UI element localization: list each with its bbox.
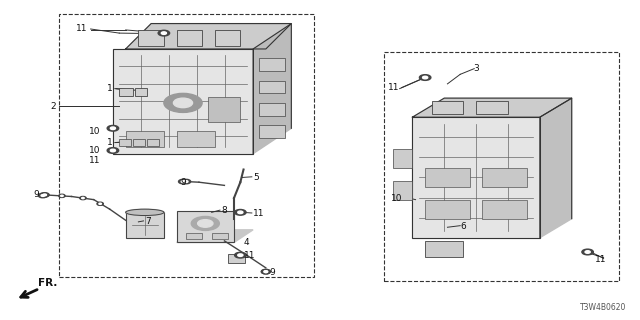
Text: 9: 9 [180, 178, 186, 187]
Bar [259, 81, 285, 93]
Circle shape [82, 197, 84, 199]
Circle shape [99, 203, 101, 204]
Bar [135, 88, 147, 96]
Bar [425, 241, 463, 257]
Circle shape [107, 125, 118, 131]
Circle shape [264, 271, 268, 273]
Bar [209, 97, 241, 122]
Bar [394, 149, 412, 168]
Circle shape [59, 194, 65, 197]
Bar [147, 140, 159, 146]
Bar [125, 212, 164, 238]
Circle shape [261, 269, 270, 274]
Text: 9: 9 [269, 268, 275, 277]
Text: 2: 2 [50, 101, 56, 111]
Circle shape [235, 252, 246, 258]
Text: 10: 10 [89, 127, 100, 136]
Text: 11: 11 [76, 24, 88, 33]
Text: 10: 10 [89, 146, 100, 155]
Bar [412, 117, 540, 238]
Text: FR.: FR. [38, 278, 58, 288]
Polygon shape [125, 24, 291, 49]
Text: 10: 10 [391, 194, 403, 203]
Bar [483, 200, 527, 219]
Bar [425, 200, 470, 219]
Bar [425, 168, 470, 187]
Bar [186, 233, 202, 239]
Bar [177, 132, 215, 147]
Circle shape [158, 30, 170, 36]
Text: 9: 9 [34, 190, 40, 199]
Circle shape [261, 269, 270, 274]
Bar [133, 140, 145, 146]
Bar [431, 101, 463, 114]
Bar [215, 30, 241, 46]
Text: 1: 1 [107, 84, 113, 93]
Ellipse shape [125, 209, 164, 215]
Bar [119, 140, 131, 146]
Bar [394, 180, 412, 200]
Bar [476, 101, 508, 114]
Circle shape [38, 193, 47, 198]
Circle shape [419, 75, 431, 80]
Bar [119, 88, 133, 96]
Circle shape [582, 249, 593, 255]
Circle shape [198, 220, 213, 227]
Circle shape [235, 210, 246, 215]
Text: 6: 6 [460, 222, 466, 231]
Bar [259, 59, 285, 71]
Circle shape [422, 76, 428, 79]
Bar [177, 30, 202, 46]
Circle shape [80, 196, 86, 200]
Circle shape [191, 216, 220, 230]
Bar [125, 132, 164, 147]
Text: 1: 1 [107, 138, 113, 147]
Text: 3: 3 [473, 63, 479, 73]
Text: 11: 11 [253, 209, 264, 219]
Text: 11: 11 [244, 251, 255, 260]
Circle shape [238, 211, 243, 214]
Circle shape [164, 93, 202, 112]
Circle shape [110, 127, 115, 130]
Bar [259, 125, 285, 138]
Text: 7: 7 [145, 217, 150, 226]
Circle shape [182, 179, 191, 184]
Text: 4: 4 [244, 238, 249, 247]
Polygon shape [113, 49, 253, 154]
Circle shape [107, 148, 118, 153]
Bar [177, 211, 234, 243]
Circle shape [41, 195, 45, 196]
Bar [138, 30, 164, 46]
Polygon shape [412, 98, 572, 117]
Bar [483, 168, 527, 187]
Circle shape [61, 195, 63, 196]
Circle shape [181, 181, 185, 182]
Text: 11: 11 [595, 255, 607, 264]
Bar [212, 233, 228, 239]
Circle shape [43, 194, 47, 196]
Bar [113, 49, 253, 154]
Circle shape [97, 202, 103, 205]
Bar [228, 253, 246, 263]
Circle shape [184, 181, 188, 182]
Circle shape [40, 193, 49, 197]
Polygon shape [540, 98, 572, 238]
Circle shape [264, 271, 268, 273]
Circle shape [161, 32, 166, 34]
Text: 11: 11 [388, 83, 399, 92]
Circle shape [110, 149, 115, 152]
Text: 8: 8 [221, 206, 227, 215]
Polygon shape [177, 230, 253, 243]
Polygon shape [253, 24, 291, 154]
Circle shape [179, 179, 188, 184]
Circle shape [585, 251, 590, 253]
Text: 5: 5 [253, 173, 259, 182]
Bar [259, 103, 285, 116]
Text: T3W4B0620: T3W4B0620 [579, 303, 626, 312]
Polygon shape [412, 117, 540, 238]
Text: 11: 11 [89, 156, 100, 164]
Circle shape [173, 98, 193, 108]
Circle shape [238, 254, 243, 256]
